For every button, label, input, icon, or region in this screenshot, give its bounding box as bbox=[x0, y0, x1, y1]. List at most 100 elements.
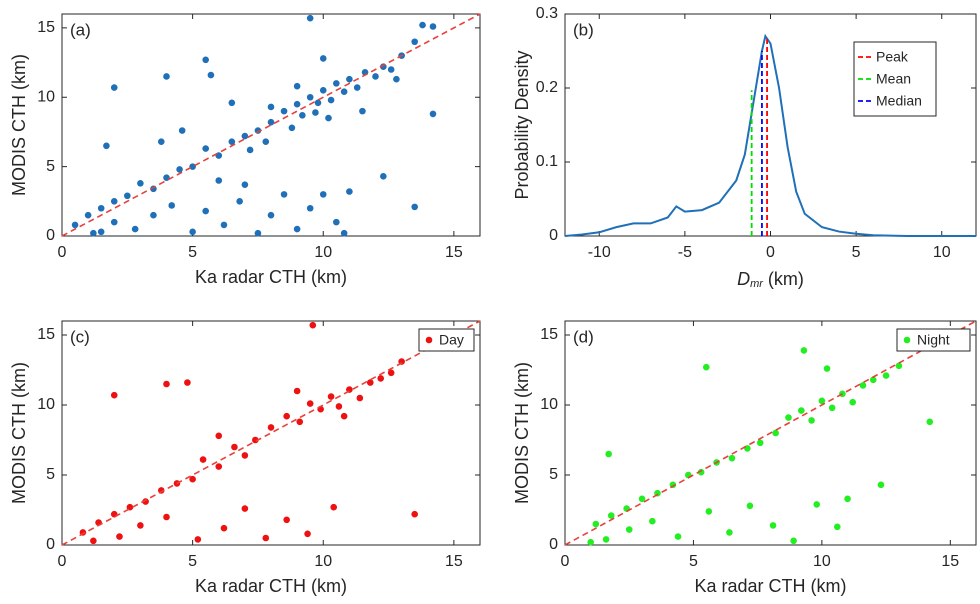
x-tick-label: -5 bbox=[678, 244, 692, 261]
point bbox=[84, 211, 92, 219]
point bbox=[859, 382, 867, 389]
point bbox=[769, 522, 777, 529]
y-tick-label: 5 bbox=[46, 466, 55, 483]
y-tick-label: 0 bbox=[46, 227, 55, 244]
x-tick-label: 0 bbox=[561, 553, 570, 570]
point bbox=[252, 436, 259, 444]
point bbox=[377, 375, 385, 382]
point bbox=[785, 414, 792, 421]
density-curve bbox=[564, 33, 976, 237]
point bbox=[638, 495, 646, 503]
point bbox=[150, 211, 157, 219]
point bbox=[333, 80, 340, 87]
x-tick-label: 5 bbox=[689, 553, 698, 570]
point bbox=[372, 73, 379, 80]
point bbox=[283, 412, 290, 420]
one-to-one-line bbox=[61, 13, 481, 237]
legend-marker bbox=[903, 336, 911, 344]
point bbox=[236, 198, 243, 205]
point bbox=[309, 321, 317, 329]
point bbox=[246, 146, 254, 154]
point bbox=[411, 510, 418, 518]
point bbox=[254, 229, 262, 237]
point bbox=[587, 538, 594, 546]
point bbox=[823, 365, 831, 372]
point bbox=[280, 191, 288, 198]
point bbox=[756, 439, 764, 447]
point bbox=[346, 188, 353, 195]
point bbox=[592, 520, 600, 528]
panel-label: (a) bbox=[70, 20, 91, 39]
point bbox=[602, 536, 610, 543]
point bbox=[340, 412, 348, 420]
x-axis-symbol: D bbox=[737, 269, 750, 289]
point bbox=[869, 376, 877, 384]
x-tick-label: 10 bbox=[314, 553, 332, 570]
point bbox=[110, 391, 118, 399]
point bbox=[833, 523, 841, 531]
point bbox=[267, 211, 275, 219]
y-tick-label: 5 bbox=[46, 158, 55, 175]
point bbox=[926, 418, 934, 426]
point bbox=[877, 481, 885, 489]
x-tick-label: 5 bbox=[852, 244, 861, 261]
point bbox=[882, 372, 890, 379]
point bbox=[262, 534, 270, 542]
y-tick-label: 0.3 bbox=[536, 5, 558, 22]
panel-label: (b) bbox=[573, 20, 594, 39]
point bbox=[340, 88, 348, 95]
point bbox=[293, 82, 301, 90]
point bbox=[299, 111, 306, 119]
x-axis-subscript: mr bbox=[750, 278, 764, 290]
point bbox=[800, 347, 808, 354]
x-tick-label: 10 bbox=[314, 244, 332, 261]
point bbox=[674, 533, 682, 540]
point bbox=[411, 38, 418, 46]
point bbox=[202, 145, 209, 152]
plot-frame bbox=[564, 320, 977, 546]
point bbox=[220, 221, 228, 229]
point bbox=[304, 530, 311, 538]
point bbox=[828, 404, 836, 412]
point bbox=[772, 429, 779, 437]
point bbox=[649, 517, 656, 525]
x-axis-label: Dmr (km) bbox=[737, 269, 804, 290]
x-axis-label: Ka radar CTH (km) bbox=[195, 576, 347, 596]
point bbox=[207, 71, 215, 79]
point bbox=[262, 138, 270, 145]
point bbox=[189, 228, 196, 236]
plot-frame bbox=[61, 13, 481, 237]
point bbox=[293, 100, 301, 108]
point bbox=[625, 526, 633, 533]
point bbox=[813, 501, 821, 508]
x-tick-label: 10 bbox=[813, 553, 831, 570]
plot-frame bbox=[61, 320, 481, 546]
point bbox=[283, 516, 290, 524]
x-tick-label: 15 bbox=[445, 553, 463, 570]
point bbox=[387, 369, 395, 377]
point bbox=[359, 107, 366, 115]
y-tick-label: 10 bbox=[37, 396, 55, 413]
point bbox=[110, 84, 118, 91]
point bbox=[110, 218, 118, 226]
point bbox=[90, 537, 97, 545]
point bbox=[356, 394, 364, 402]
point bbox=[97, 204, 105, 212]
point bbox=[607, 512, 615, 519]
point bbox=[849, 398, 856, 406]
point bbox=[798, 407, 805, 414]
point bbox=[178, 127, 186, 134]
point bbox=[288, 124, 296, 132]
point bbox=[137, 179, 144, 187]
point bbox=[241, 132, 249, 140]
legend-box bbox=[896, 328, 971, 352]
legend-box bbox=[418, 328, 475, 352]
y-tick-label: 0.2 bbox=[536, 79, 558, 96]
point bbox=[71, 221, 79, 229]
point bbox=[319, 87, 327, 94]
point bbox=[330, 503, 338, 511]
one-to-one-line bbox=[564, 320, 977, 546]
point bbox=[90, 229, 97, 237]
point bbox=[215, 463, 223, 470]
y-tick-label: 15 bbox=[37, 326, 55, 343]
